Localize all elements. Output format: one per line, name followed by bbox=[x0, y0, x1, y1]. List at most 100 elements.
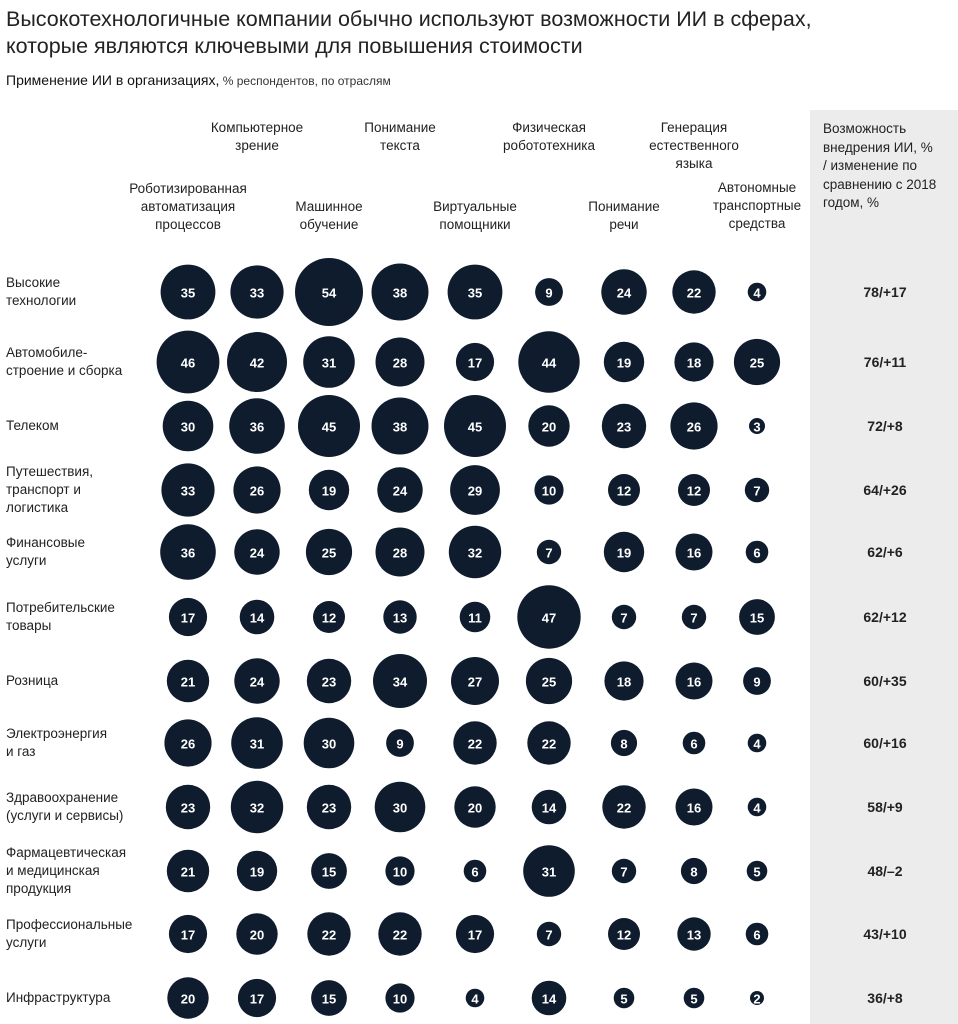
bubble-label-r10-c6: 31 bbox=[542, 865, 556, 880]
bubble-label-r5-c4: 28 bbox=[393, 546, 407, 561]
row-label-3-line-1: Телеком bbox=[6, 418, 59, 433]
bubble-r6-c4 bbox=[383, 600, 417, 634]
bubble-r10-c6 bbox=[523, 845, 575, 897]
bubble-r10-c4 bbox=[385, 856, 415, 886]
bubble-label-r10-c5: 6 bbox=[471, 865, 478, 880]
bubble-r10-c1 bbox=[166, 849, 210, 893]
adoption-value-6: 62/+12 bbox=[863, 609, 907, 625]
bubble-label-r1-c4: 38 bbox=[393, 286, 407, 301]
bubble-label-r4-c9: 7 bbox=[753, 484, 760, 499]
bubble-label-r3-c3: 45 bbox=[322, 420, 336, 435]
row-label-12-line-1: Инфраструктура bbox=[6, 990, 111, 1005]
bubble-label-r1-c3: 54 bbox=[322, 286, 337, 301]
bubble-r12-c4 bbox=[385, 983, 415, 1013]
adoption-value-4: 64/+26 bbox=[863, 482, 907, 498]
bubble-label-r6-c6: 47 bbox=[542, 611, 556, 626]
bubble-r11-c8 bbox=[677, 917, 711, 951]
bubble-label-r11-c9: 6 bbox=[753, 928, 760, 943]
bubble-r11-c7 bbox=[608, 918, 640, 950]
column-header-9-line-3: средства bbox=[728, 216, 786, 231]
bubble-r7-c7 bbox=[604, 661, 644, 701]
row-label-7: Розница bbox=[6, 672, 58, 690]
bubble-label-r11-c2: 20 bbox=[250, 928, 264, 943]
bubble-r7-c8 bbox=[675, 662, 713, 700]
bubble-label-r3-c9: 3 bbox=[753, 420, 760, 435]
bubble-label-r1-c7: 24 bbox=[617, 286, 632, 301]
column-header-1-line-3: процессов bbox=[155, 217, 221, 232]
row-label-8-line-1: Электроэнергия bbox=[6, 726, 108, 741]
bubble-label-r8-c2: 31 bbox=[250, 737, 264, 752]
bubble-r5-c9 bbox=[745, 540, 769, 564]
bubble-label-r11-c1: 17 bbox=[181, 928, 195, 943]
adoption-value-9: 58/+9 bbox=[867, 799, 903, 815]
bubble-label-r2-c3: 31 bbox=[322, 356, 336, 371]
bubble-r8-c7 bbox=[610, 729, 638, 757]
bubble-label-r11-c7: 12 bbox=[617, 928, 631, 943]
column-header-1-line-2: автоматизация bbox=[140, 199, 236, 214]
bubble-label-r10-c7: 7 bbox=[620, 865, 627, 880]
bubble-r1-c3 bbox=[295, 258, 363, 326]
column-header-9-line-2: транспортные bbox=[712, 198, 802, 213]
bubble-label-r12-c9: 2 bbox=[753, 992, 760, 1007]
row-label-2-line-1: Автомобиле- bbox=[6, 345, 88, 360]
bubble-r6-c3 bbox=[313, 601, 345, 633]
row-label-1: Высокие технологии bbox=[6, 274, 76, 310]
column-header-5-line-2: помощники bbox=[439, 217, 511, 232]
bubble-r3-c3 bbox=[298, 395, 360, 457]
bubble-r4-c4 bbox=[377, 467, 423, 513]
bubble-label-r7-c1: 21 bbox=[181, 675, 195, 690]
bubble-r11-c1 bbox=[168, 914, 208, 954]
bubble-label-r12-c2: 17 bbox=[250, 992, 264, 1007]
bubble-r5-c8 bbox=[675, 533, 713, 571]
bubble-label-r10-c9: 5 bbox=[753, 865, 760, 880]
bubble-label-r3-c8: 26 bbox=[687, 420, 701, 435]
bubble-label-r11-c6: 7 bbox=[545, 928, 552, 943]
column-header-9: Автономные транспортные средства bbox=[713, 179, 801, 233]
bubble-r7-c1 bbox=[166, 659, 210, 703]
bubble-label-r2-c9: 25 bbox=[750, 356, 764, 371]
row-label-5-line-1: Финансовые bbox=[6, 535, 86, 550]
bubble-label-r2-c7: 19 bbox=[617, 356, 631, 371]
bubble-r2-c3 bbox=[303, 336, 355, 388]
bubble-r6-c1 bbox=[168, 597, 208, 637]
bubble-label-r4-c8: 12 bbox=[687, 484, 701, 499]
bubble-r2-c1 bbox=[156, 330, 220, 394]
bubble-r9-c3 bbox=[306, 784, 352, 830]
bubble-r9-c7 bbox=[602, 785, 646, 829]
adoption-panel bbox=[810, 110, 958, 1024]
chart-title-line-2: которые являются ключевыми для повышения… bbox=[6, 34, 583, 58]
adoption-value-11: 43/+10 bbox=[863, 926, 907, 942]
bubble-label-r1-c6: 9 bbox=[545, 286, 552, 301]
bubble-r3-c4 bbox=[371, 397, 429, 455]
bubble-r10-c7 bbox=[611, 858, 637, 884]
bubble-r12-c1 bbox=[167, 977, 209, 1019]
row-label-5-line-2: услуги bbox=[6, 553, 47, 568]
bubble-r2-c2 bbox=[227, 332, 287, 392]
bubble-label-r12-c7: 5 bbox=[620, 992, 627, 1007]
row-label-11: Профессиональные услуги bbox=[6, 916, 132, 952]
adoption-value-12: 36/+8 bbox=[867, 990, 903, 1006]
bubble-label-r7-c3: 23 bbox=[322, 675, 336, 690]
bubble-label-r8-c6: 22 bbox=[542, 737, 556, 752]
column-header-4-line-2: текста bbox=[380, 138, 420, 153]
bubble-r8-c9 bbox=[747, 733, 767, 753]
bubble-label-r8-c4: 9 bbox=[396, 737, 403, 752]
bubble-r8-c6 bbox=[527, 721, 571, 765]
chart-title-line-1: Высокотехнологичные компании обычно испо… bbox=[6, 7, 812, 31]
bubble-label-r9-c2: 32 bbox=[250, 801, 264, 816]
column-header-1-line-1: Роботизированная bbox=[129, 181, 247, 196]
row-label-10-line-1: Фармацевтическая bbox=[6, 845, 127, 860]
adoption-value-1: 78/+17 bbox=[863, 284, 907, 300]
chart-subtitle-note: % респондентов, по отраслям bbox=[219, 74, 391, 88]
row-label-7-line-1: Розница bbox=[6, 673, 59, 688]
bubble-label-r7-c5: 27 bbox=[468, 675, 482, 690]
bubble-label-r11-c3: 22 bbox=[322, 928, 336, 943]
adoption-column-header: Возможность внедрения ИИ, % / изменение по… bbox=[823, 120, 955, 213]
bubble-r3-c8 bbox=[670, 402, 718, 450]
bubble-label-r4-c1: 33 bbox=[181, 484, 195, 499]
bubble-r1-c8 bbox=[672, 270, 716, 314]
bubble-r1-c7 bbox=[601, 269, 647, 315]
bubble-r9-c8 bbox=[675, 788, 713, 826]
row-label-2-line-2: строение и сборка bbox=[6, 363, 123, 378]
